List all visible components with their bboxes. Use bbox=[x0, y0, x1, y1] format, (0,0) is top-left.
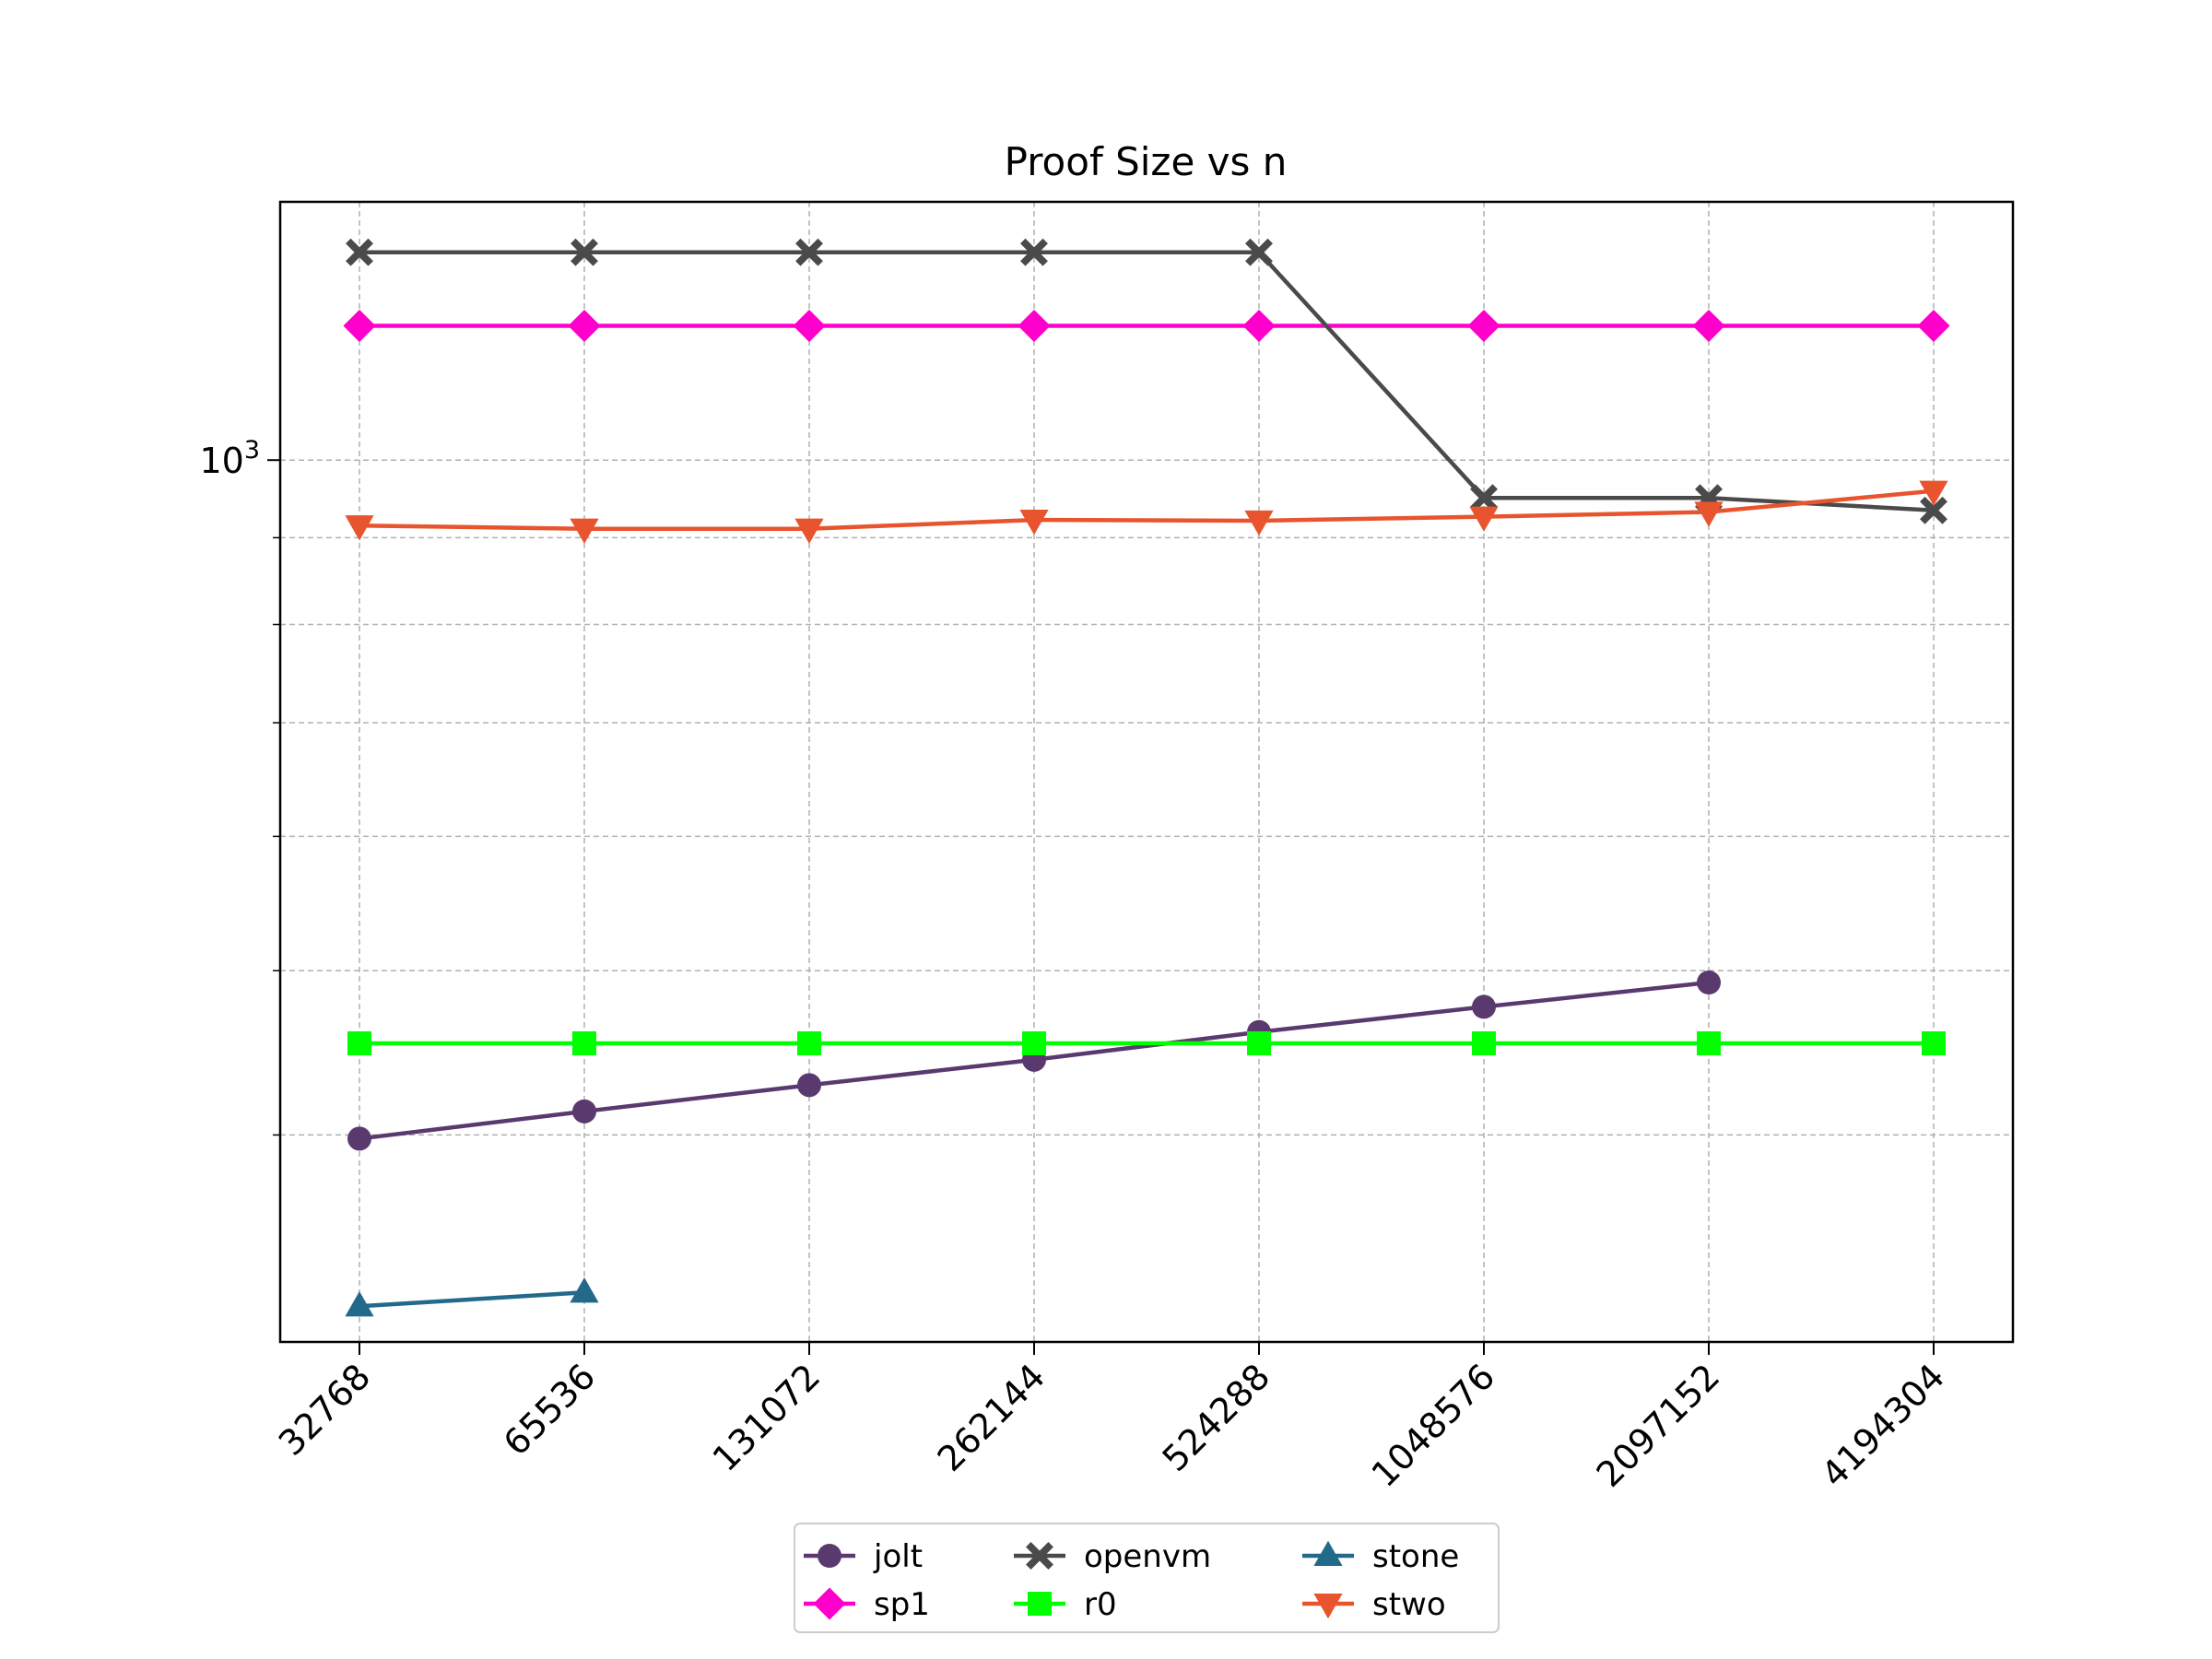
legend-entry-stone: stone bbox=[1302, 1538, 1459, 1575]
legend-label: openvm bbox=[1084, 1538, 1211, 1575]
data-point bbox=[568, 309, 601, 343]
series-line bbox=[359, 488, 1935, 531]
data-point bbox=[572, 1099, 596, 1124]
data-point bbox=[346, 238, 373, 266]
data-point bbox=[1919, 480, 1948, 506]
data-point bbox=[1470, 484, 1498, 512]
legend-label: stone bbox=[1372, 1538, 1459, 1575]
data-point bbox=[570, 518, 599, 544]
legend-label: sp1 bbox=[874, 1586, 930, 1623]
series-r0 bbox=[347, 1030, 1946, 1055]
chart-title: Proof Size vs n bbox=[1005, 139, 1288, 184]
data-point bbox=[1020, 238, 1048, 266]
data-point bbox=[347, 1126, 371, 1151]
data-point bbox=[1692, 309, 1725, 343]
data-point bbox=[1313, 1540, 1343, 1567]
data-point bbox=[1313, 1593, 1343, 1619]
series-line bbox=[359, 1290, 585, 1309]
data-point bbox=[1697, 1030, 1721, 1055]
data-point bbox=[1022, 1030, 1046, 1055]
data-point bbox=[1694, 501, 1724, 527]
data-point bbox=[793, 309, 826, 343]
data-point bbox=[1018, 309, 1051, 343]
data-point bbox=[1472, 1030, 1496, 1055]
data-point bbox=[794, 518, 824, 544]
data-point bbox=[570, 1277, 599, 1303]
data-point bbox=[1019, 510, 1049, 535]
data-point bbox=[1472, 994, 1496, 1019]
legend-label: stwo bbox=[1372, 1586, 1446, 1623]
data-point bbox=[795, 238, 823, 266]
data-point bbox=[1244, 510, 1274, 536]
series-jolt bbox=[347, 970, 1721, 1151]
series-layer bbox=[343, 238, 1950, 1317]
data-point bbox=[1245, 238, 1273, 266]
data-point bbox=[1920, 496, 1947, 524]
data-point bbox=[345, 515, 374, 541]
data-point bbox=[797, 1073, 821, 1098]
legend-entry-sp1: sp1 bbox=[804, 1586, 930, 1623]
data-point bbox=[818, 1544, 841, 1568]
data-point bbox=[1469, 506, 1499, 532]
data-point bbox=[347, 1030, 371, 1055]
legend-entry-jolt: jolt bbox=[804, 1538, 923, 1575]
legend: jolt sp1 openvm r0 stone stwo bbox=[794, 1523, 1500, 1633]
data-point bbox=[1467, 309, 1500, 343]
data-point bbox=[572, 1030, 596, 1055]
plot-frame bbox=[278, 200, 2015, 1344]
data-point bbox=[797, 1030, 821, 1055]
series-line bbox=[359, 250, 1935, 513]
legend-label: r0 bbox=[1084, 1586, 1117, 1623]
series-stone bbox=[345, 1277, 599, 1317]
data-point bbox=[1917, 309, 1950, 343]
legend-entry-openvm: openvm bbox=[1014, 1538, 1211, 1575]
data-point bbox=[1026, 1542, 1053, 1570]
data-point bbox=[1697, 970, 1721, 994]
data-point bbox=[1028, 1592, 1052, 1616]
legend-entry-stwo: stwo bbox=[1302, 1586, 1446, 1623]
series-stwo bbox=[345, 480, 1948, 544]
data-point bbox=[1247, 1030, 1271, 1055]
data-point bbox=[345, 1291, 374, 1317]
data-point bbox=[813, 1587, 846, 1620]
grid-layer bbox=[280, 202, 2013, 1342]
data-point bbox=[1242, 309, 1276, 343]
legend-label: jolt bbox=[873, 1538, 923, 1575]
data-point bbox=[1922, 1030, 1946, 1055]
series-sp1 bbox=[343, 309, 1950, 343]
legend-entry-r0: r0 bbox=[1014, 1586, 1117, 1623]
data-point bbox=[343, 309, 376, 343]
data-point bbox=[571, 238, 598, 266]
